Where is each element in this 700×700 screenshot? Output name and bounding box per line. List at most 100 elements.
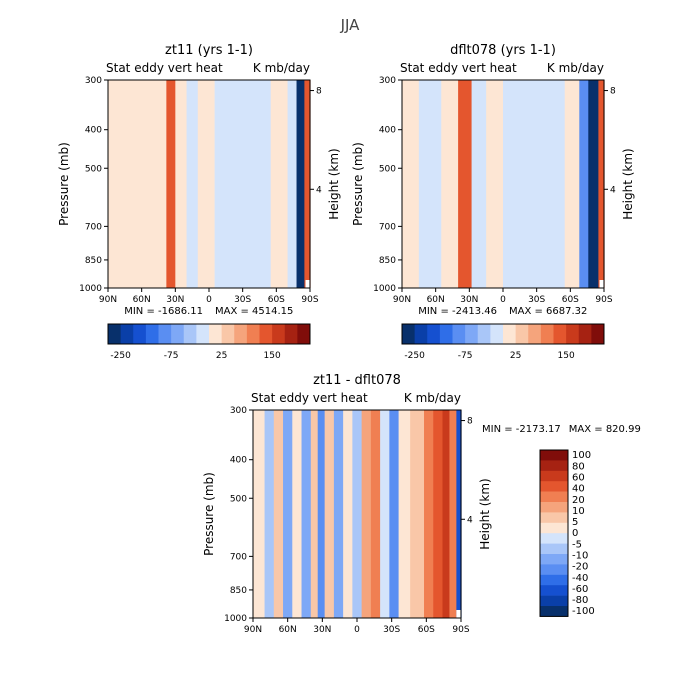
y-right-tick-label: 4 (610, 185, 616, 195)
field-band-2 (441, 80, 459, 288)
panel-units: K mb/day (404, 391, 461, 405)
x-tick-label: 90N (244, 625, 262, 635)
x-tick-label: 60N (279, 625, 297, 635)
colorbar-box (540, 460, 568, 472)
field-band-19 (433, 410, 444, 618)
x-tick-label: 60S (418, 625, 435, 635)
colorbar-label: -60 (572, 584, 588, 595)
field-band-11 (352, 410, 363, 618)
colorbar-label: -40 (572, 573, 588, 584)
colorbar-box (540, 324, 554, 344)
colorbar-box (171, 324, 185, 344)
colorbar-box (477, 324, 491, 344)
field-band-1 (127, 80, 156, 288)
colorbar-box (259, 324, 273, 344)
x-tick-label: 0 (500, 295, 506, 305)
colorbar-box (540, 512, 568, 524)
surface-mask (599, 280, 604, 288)
colorbar-box (540, 533, 568, 544)
field-band-3 (283, 410, 293, 618)
field-band-18 (424, 410, 434, 618)
colorbar-box (591, 324, 605, 344)
colorbar-label: -5 (572, 539, 582, 550)
field-band-6 (503, 80, 532, 288)
colorbar-box (540, 564, 568, 576)
y-axis-label: Pressure (mb) (351, 142, 365, 226)
min-label: MIN = -2413.46 (418, 306, 497, 317)
colorbar-label: -100 (572, 606, 595, 617)
field-band-15 (389, 410, 400, 618)
y-tick-label: 300 (85, 76, 102, 86)
colorbar-box (427, 324, 441, 344)
y-tick-label: 300 (230, 406, 247, 416)
x-tick-label: 90N (99, 295, 117, 305)
colorbar-label: -250 (404, 351, 425, 361)
x-tick-label: 30S (234, 295, 251, 305)
y-right-axis-label: Height (km) (621, 148, 635, 219)
field-band-7 (214, 80, 238, 288)
colorbar-label: 25 (216, 351, 227, 361)
x-tick-label: 30N (313, 625, 331, 635)
field-band-7 (531, 80, 566, 288)
y-right-tick-label: 4 (316, 185, 322, 195)
x-tick-label: 30N (460, 295, 478, 305)
field-band-4 (471, 80, 487, 288)
y-tick-label: 850 (85, 256, 102, 266)
colorbar-frame (107, 323, 311, 345)
colorbar-frame (401, 323, 605, 345)
x-tick-label: 30S (383, 625, 400, 635)
field-band-12 (361, 410, 372, 618)
field-band-10 (588, 80, 599, 288)
colorbar-box (452, 324, 466, 344)
min-max-label: MIN = -2173.17 MAX = 820.99 (482, 424, 641, 435)
field-band-6 (197, 80, 216, 288)
colorbar-box (284, 324, 298, 344)
colorbar-box (120, 324, 134, 344)
colorbar-label: 100 (572, 450, 591, 461)
colorbar-box (503, 324, 517, 344)
colorbar-box (246, 324, 260, 344)
colorbar-label: 5 (572, 517, 578, 528)
y-tick-label: 850 (379, 256, 396, 266)
panel-subtitle-left: Stat eddy vert heat (106, 61, 223, 75)
colorbar-box (540, 522, 568, 534)
field-band-5 (486, 80, 504, 288)
colorbar-box (145, 324, 159, 344)
colorbar-box (183, 324, 197, 344)
field-band-2 (155, 80, 167, 288)
colorbar-label: 20 (572, 495, 585, 506)
y-tick-label: 850 (230, 586, 247, 596)
max-label: MAX = 4514.15 (215, 306, 293, 317)
x-tick-label: 30N (166, 295, 184, 305)
field-band-9 (579, 80, 589, 288)
colorbar-box (540, 481, 568, 492)
x-tick-label: 60S (562, 295, 579, 305)
x-tick-label: 90S (452, 625, 469, 635)
x-tick-label: 30S (528, 295, 545, 305)
x-tick-label: 90S (595, 295, 612, 305)
max-label: MAX = 820.99 (569, 424, 641, 435)
field-band-5 (186, 80, 199, 288)
y-axis-label: Pressure (mb) (202, 472, 216, 556)
y-right-tick-label: 8 (467, 417, 473, 427)
field-band-13 (370, 410, 381, 618)
x-tick-label: 90S (301, 295, 318, 305)
colorbar-box (196, 324, 210, 344)
min-label: MIN = -1686.11 (124, 306, 203, 317)
y-tick-label: 500 (230, 494, 247, 504)
panel-units: K mb/day (547, 61, 604, 75)
y-tick-label: 700 (85, 222, 102, 232)
colorbar-label: -20 (572, 562, 588, 573)
field-band-5 (301, 410, 312, 618)
colorbar-box (490, 324, 504, 344)
y-axis-label: Pressure (mb) (57, 142, 71, 226)
field-band-8 (237, 80, 272, 288)
y-tick-label: 400 (230, 456, 247, 466)
field-band-20 (442, 410, 451, 618)
min-label: MIN = -2173.17 (482, 424, 561, 435)
panel-3: zt11 - dflt078 Stat eddy vert heat K mb/da… (202, 373, 641, 635)
x-tick-label: 60N (427, 295, 445, 305)
field-band-8 (564, 80, 580, 288)
colorbar-box (553, 324, 567, 344)
